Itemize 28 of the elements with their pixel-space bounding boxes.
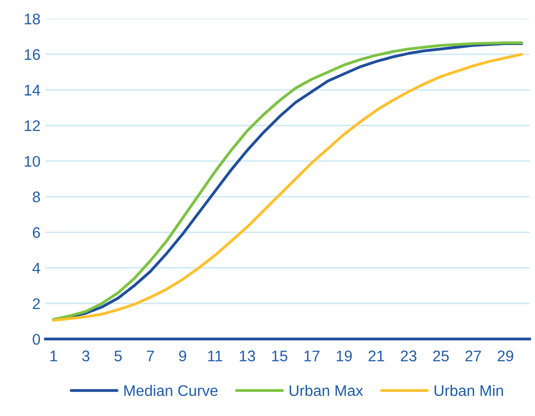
x-tick-label: 27 xyxy=(465,350,481,362)
x-tick-label: 19 xyxy=(336,350,352,362)
legend-label: Median Curve xyxy=(124,384,218,396)
x-tick-label: 23 xyxy=(400,350,416,362)
y-tick-label: 12 xyxy=(24,120,40,132)
x-tick-label: 21 xyxy=(368,350,384,362)
x-tick-label: 13 xyxy=(240,350,256,362)
x-tick-label: 29 xyxy=(498,350,514,362)
y-tick-label: 10 xyxy=(24,156,40,167)
y-tick-label: 6 xyxy=(32,227,40,238)
x-tick-label: 17 xyxy=(304,350,320,362)
y-tick-label: 16 xyxy=(24,49,40,60)
y-tick-label: 18 xyxy=(24,14,40,24)
x-tick-label: 11 xyxy=(208,350,222,362)
x-tick-label: 15 xyxy=(272,350,288,362)
y-tick-label: 8 xyxy=(32,192,40,202)
y-tick-label: 2 xyxy=(32,298,40,309)
x-tick-label: 5 xyxy=(114,350,122,362)
legend-label: Urban Max xyxy=(290,384,364,396)
y-tick-label: 4 xyxy=(32,262,40,274)
y-tick-label: 14 xyxy=(24,84,40,96)
x-tick-label: 25 xyxy=(433,350,449,362)
legend-label: Urban Min xyxy=(434,384,503,396)
x-tick-label: 1 xyxy=(50,350,58,362)
x-tick-label: 9 xyxy=(179,350,186,362)
y-tick-label: 0 xyxy=(32,334,40,345)
x-tick-label: 7 xyxy=(146,350,154,362)
x-tick-label: 3 xyxy=(82,350,90,362)
